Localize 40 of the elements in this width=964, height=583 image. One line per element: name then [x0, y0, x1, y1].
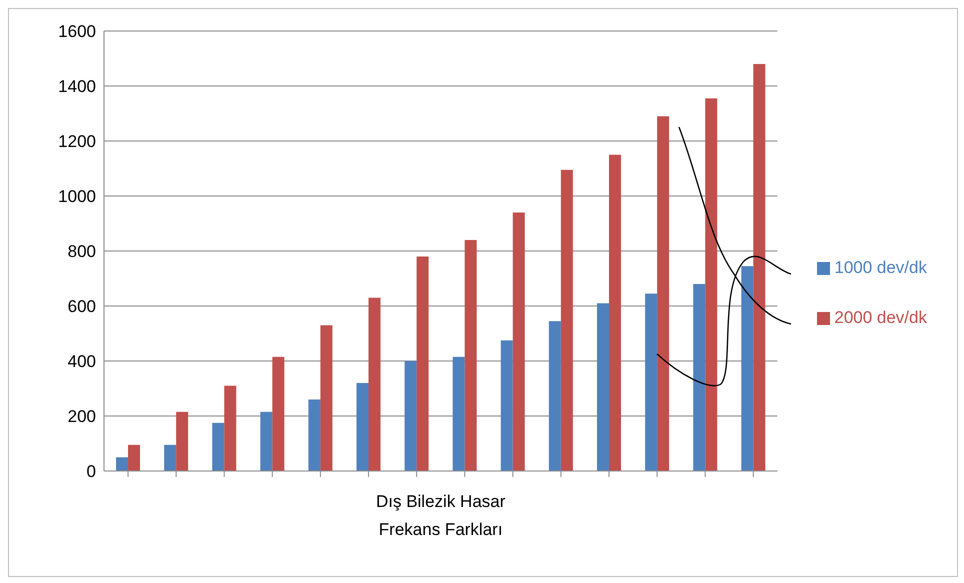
bar — [560, 170, 573, 471]
bar — [608, 154, 621, 471]
bar — [368, 298, 381, 471]
bar — [452, 356, 465, 471]
y-tick-label: 1600 — [58, 22, 96, 42]
bar — [356, 383, 369, 471]
bar — [500, 340, 513, 471]
bar — [416, 256, 429, 471]
legend-label: 2000 dev/dk — [834, 308, 927, 326]
bar — [224, 386, 236, 471]
bar — [260, 412, 272, 471]
bar — [512, 212, 525, 471]
bar — [657, 116, 670, 471]
y-tick-label: 1200 — [58, 132, 96, 152]
bar — [128, 444, 140, 471]
bar — [176, 412, 188, 471]
bar — [741, 266, 754, 471]
bar — [272, 356, 284, 471]
bar — [693, 284, 706, 471]
bar — [116, 457, 128, 471]
bar — [164, 444, 176, 471]
y-tick-label: 400 — [68, 352, 96, 372]
y-tick-label: 1400 — [58, 77, 96, 96]
bar — [404, 361, 417, 471]
x-axis-title: Dış Bilezik Hasar Frekans Farkları — [376, 492, 506, 539]
y-tick-label: 200 — [68, 407, 96, 426]
y-tick-label: 1000 — [58, 187, 96, 206]
legend-label: 1000 dev/dk — [834, 258, 927, 276]
bar — [753, 64, 766, 471]
bar — [705, 98, 718, 471]
bar — [212, 422, 224, 471]
bar — [308, 400, 320, 471]
y-tick-label: 800 — [68, 242, 96, 262]
bar — [320, 325, 332, 471]
bar — [596, 303, 609, 471]
bar — [548, 321, 561, 471]
y-tick-label: 600 — [68, 297, 96, 316]
y-tick-label: 0 — [86, 462, 96, 482]
bar — [464, 240, 477, 471]
bar — [645, 294, 658, 471]
